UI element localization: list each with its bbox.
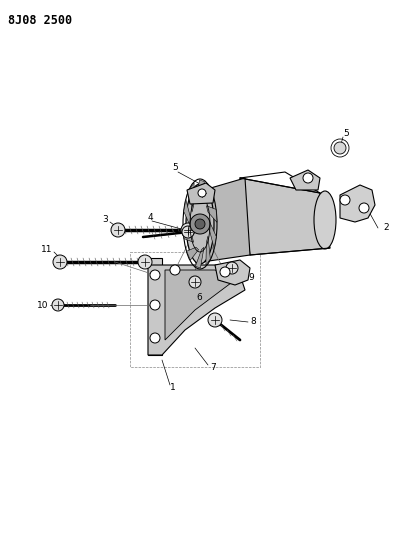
Circle shape [208,313,222,327]
Text: 3: 3 [102,215,108,224]
Circle shape [150,300,160,310]
Text: 11: 11 [41,246,52,254]
Text: 5: 5 [343,128,349,138]
Text: 8: 8 [250,318,256,327]
Circle shape [53,255,67,269]
Polygon shape [196,247,204,268]
Circle shape [196,187,208,199]
Circle shape [189,276,201,288]
Polygon shape [206,206,217,222]
Circle shape [150,270,160,280]
Circle shape [226,262,238,274]
Circle shape [52,299,64,311]
Circle shape [170,265,180,275]
Circle shape [138,255,152,269]
Polygon shape [209,220,216,248]
Text: 7: 7 [210,364,216,373]
Circle shape [220,267,230,277]
Circle shape [181,223,195,237]
Circle shape [334,142,346,154]
Polygon shape [215,260,250,285]
Polygon shape [184,199,191,228]
Polygon shape [196,180,205,201]
Text: 9: 9 [248,273,254,282]
Text: 10: 10 [36,301,48,310]
Circle shape [303,173,313,183]
Polygon shape [290,170,320,190]
Text: 1: 1 [170,384,176,392]
Text: 2: 2 [383,223,389,232]
Circle shape [182,226,194,238]
Polygon shape [148,265,245,355]
Polygon shape [183,225,194,243]
Text: 5: 5 [172,164,178,173]
Polygon shape [240,178,330,255]
Circle shape [340,195,350,205]
Polygon shape [148,258,162,355]
Polygon shape [201,188,213,201]
Bar [130,252,260,367]
Circle shape [195,219,205,229]
Circle shape [150,333,160,343]
Polygon shape [187,247,199,260]
Polygon shape [197,178,250,262]
Text: 8J08 2500: 8J08 2500 [8,14,72,27]
Ellipse shape [314,191,336,249]
Circle shape [111,223,125,237]
Polygon shape [206,236,210,265]
Polygon shape [187,183,215,204]
Ellipse shape [186,184,214,264]
Polygon shape [340,185,375,222]
Circle shape [359,203,369,213]
Polygon shape [165,270,235,340]
Polygon shape [190,183,194,212]
Text: 6: 6 [196,294,202,303]
Circle shape [190,214,210,234]
Text: 4: 4 [148,214,154,222]
Circle shape [198,189,206,197]
